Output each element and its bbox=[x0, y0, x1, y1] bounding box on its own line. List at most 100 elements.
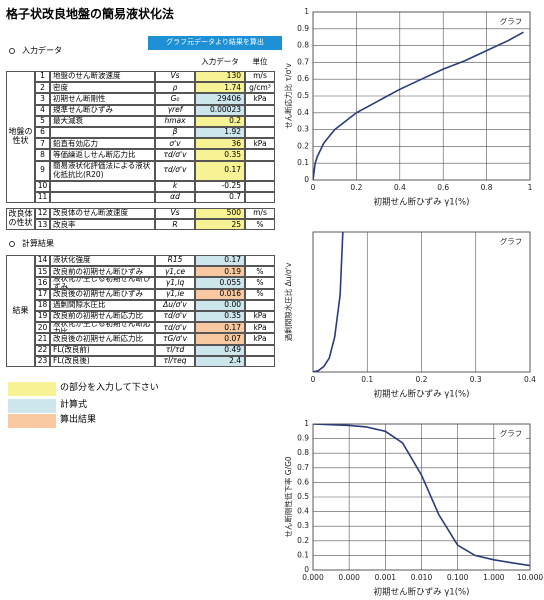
row-unit bbox=[245, 191, 275, 203]
x-tick-label: 0.2 bbox=[416, 375, 428, 384]
row-number: 12 bbox=[35, 208, 50, 220]
row-value: 0.016 bbox=[195, 288, 245, 300]
row-symbol: Vs bbox=[155, 208, 195, 220]
row-symbol: τl/τd bbox=[155, 344, 195, 356]
row-unit bbox=[245, 255, 275, 267]
row-number: 23 bbox=[35, 355, 50, 367]
y-tick-label: 0.1 bbox=[297, 158, 309, 167]
row-value: 0.35 bbox=[195, 311, 245, 323]
y-tick-label: 0 bbox=[304, 175, 309, 184]
x-tick-label: 0 bbox=[311, 375, 316, 384]
row-number: 10 bbox=[35, 180, 50, 192]
x-tick-label: 1 bbox=[528, 183, 533, 192]
row-value: 0.2 bbox=[195, 115, 245, 127]
y-tick-label: 0.8 bbox=[297, 448, 309, 457]
row-value: 29406 bbox=[195, 93, 245, 105]
y-tick-label: 0.6 bbox=[297, 477, 309, 486]
x-tick-label: 0.3 bbox=[470, 375, 482, 384]
y-axis-label: せん断剛性低下率 G/G0 bbox=[283, 456, 293, 538]
row-value: 25 bbox=[195, 219, 245, 231]
row-value: -0.25 bbox=[195, 180, 245, 192]
row-value: 0.19 bbox=[195, 266, 245, 278]
legend-label: グラフ bbox=[500, 236, 523, 246]
row-symbol: hmax bbox=[155, 115, 195, 127]
section-heading: 入力データ bbox=[22, 45, 62, 55]
row-name: FL(改良前) bbox=[50, 344, 155, 356]
row-unit: kPa bbox=[245, 311, 275, 323]
row-symbol: k bbox=[155, 180, 195, 192]
y-tick-label: 0.9 bbox=[297, 24, 309, 33]
row-number: 21 bbox=[35, 333, 50, 345]
row-symbol: γ1,lq bbox=[155, 277, 195, 289]
row-unit bbox=[245, 104, 275, 116]
row-unit bbox=[245, 115, 275, 127]
x-tick-label: 0 bbox=[311, 183, 316, 192]
row-symbol: R bbox=[155, 219, 195, 231]
row-number: 22 bbox=[35, 344, 50, 356]
row-symbol: γ1,ie bbox=[155, 288, 195, 300]
legend-box bbox=[496, 428, 526, 439]
y-tick-label: 0.6 bbox=[297, 74, 309, 83]
y-tick-label: 0.5 bbox=[297, 492, 309, 501]
row-value: 500 bbox=[195, 208, 245, 220]
row-symbol: τl/τeq bbox=[155, 355, 195, 367]
row-number: 9 bbox=[35, 160, 50, 181]
bullet bbox=[9, 241, 15, 247]
x-tick-label: 0.4 bbox=[524, 375, 536, 384]
row-symbol: τd/σ'v bbox=[155, 160, 195, 181]
curve bbox=[313, 31, 524, 180]
row-symbol: γ1,ce bbox=[155, 266, 195, 278]
group-label: 改良体の性状 bbox=[6, 208, 35, 231]
row-unit bbox=[245, 355, 275, 367]
row-name: 液状化が生じる初期せん断ひずみ bbox=[50, 277, 155, 289]
legend-label: グラフ bbox=[500, 428, 523, 438]
row-unit bbox=[245, 344, 275, 356]
row-name: 改良体のせん断波速度 bbox=[50, 208, 155, 220]
row-unit: kPa bbox=[245, 138, 275, 150]
row-unit bbox=[245, 180, 275, 192]
legend-label: の部分を入力して下さい bbox=[60, 383, 159, 394]
row-name: 液状化が生じる初期せん断応力比 bbox=[50, 322, 155, 334]
row-number: 20 bbox=[35, 322, 50, 334]
x-tick-label: 10.000 bbox=[517, 573, 543, 582]
x-tick-label: 0.4 bbox=[394, 183, 406, 192]
y-tick-label: 0.2 bbox=[297, 536, 309, 545]
row-name bbox=[50, 180, 155, 192]
y-tick-label: 0.4 bbox=[297, 108, 309, 117]
row-value: 0.17 bbox=[195, 322, 245, 334]
legend-label: 算出結果 bbox=[60, 415, 97, 426]
row-symbol: β bbox=[155, 127, 195, 139]
x-tick-label: 0.000 bbox=[302, 573, 324, 582]
row-name: 密度 bbox=[50, 82, 155, 94]
row-symbol: τG/σ'v bbox=[155, 333, 195, 345]
row-name: 最大減衰 bbox=[50, 115, 155, 127]
row-value: 36 bbox=[195, 138, 245, 150]
y-tick-label: 1 bbox=[304, 419, 309, 428]
y-tick-label: 0.4 bbox=[297, 507, 309, 516]
row-value: 0.35 bbox=[195, 149, 245, 161]
row-value: 0.00023 bbox=[195, 104, 245, 116]
group-label: 地盤の性状 bbox=[6, 71, 35, 203]
row-unit: m/s bbox=[245, 71, 275, 83]
x-axis-label: 初期せん断ひずみ γ1(%) bbox=[374, 197, 470, 208]
row-unit: % bbox=[245, 288, 275, 300]
row-name: 地盤のせん断波速度 bbox=[50, 71, 155, 83]
row-value: 0.49 bbox=[195, 344, 245, 356]
row-name: 改良前の初期せん断ひずみ bbox=[50, 266, 155, 278]
row-symbol: G₀ bbox=[155, 93, 195, 105]
x-tick-label: 0.1 bbox=[361, 375, 373, 384]
calc-button[interactable]: グラフ元データより結果を算出 bbox=[148, 36, 282, 50]
row-symbol: Δu/σ'v bbox=[155, 299, 195, 311]
row-symbol: γref bbox=[155, 104, 195, 116]
row-number: 6 bbox=[35, 127, 50, 139]
row-name: 液状化強度 bbox=[50, 255, 155, 267]
y-tick-label: 0 bbox=[304, 565, 309, 574]
row-number: 14 bbox=[35, 255, 50, 267]
row-name: 改良率 bbox=[50, 219, 155, 231]
row-unit: kPa bbox=[245, 333, 275, 345]
row-value: 0.17 bbox=[195, 160, 245, 181]
row-unit: kPa bbox=[245, 93, 275, 105]
x-tick-label: 0.6 bbox=[437, 183, 449, 192]
row-name: 初期せん断剛性 bbox=[50, 93, 155, 105]
row-number: 1 bbox=[35, 71, 50, 83]
